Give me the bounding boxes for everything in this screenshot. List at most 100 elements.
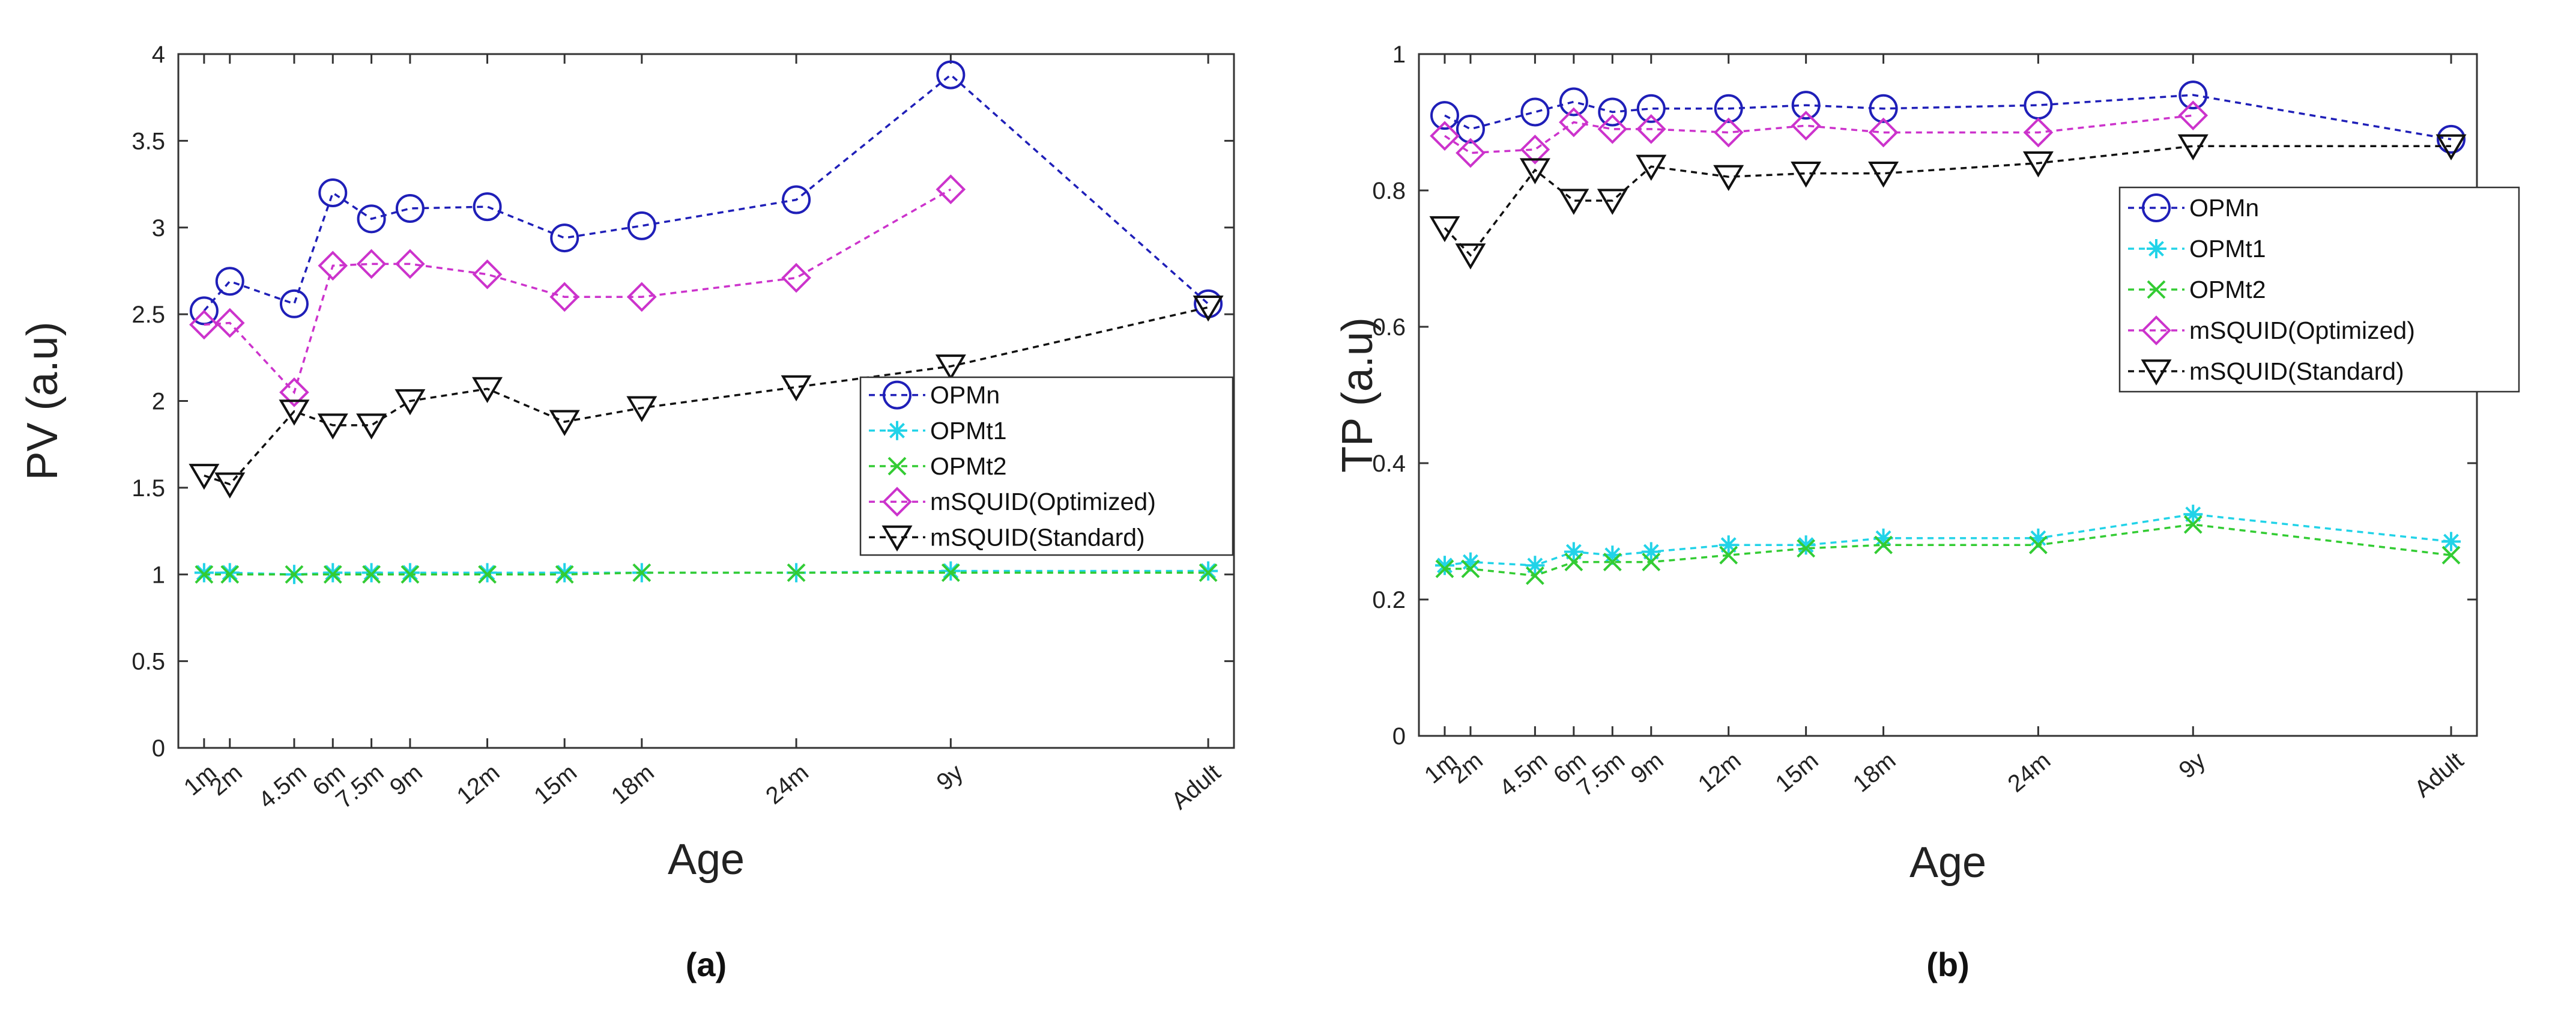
y-tick-label: 2.5 [132, 302, 165, 328]
data-point [362, 565, 381, 584]
legend-label: mSQUID(Standard) [930, 523, 1145, 551]
series-line [204, 571, 1209, 575]
x-tick-label: 24m [2003, 747, 2055, 798]
series-line [204, 188, 952, 395]
data-point [1874, 535, 1893, 554]
series-msquid-optimized- [189, 174, 966, 407]
data-point [2441, 545, 2461, 565]
data-point [627, 211, 656, 240]
series-msquid-optimized- [1430, 100, 2209, 168]
data-point [1461, 559, 1480, 578]
x-tick-label: 9y [932, 759, 969, 796]
legend: OPMn OPMt1 OPMt2 mSQUID(Optimized) mSQUID(St… [2118, 186, 2520, 393]
y-tick-label: 1 [1392, 41, 1406, 68]
panel-label: (b) [1926, 946, 1970, 983]
data-point [1603, 553, 1622, 571]
series-msquid-standard- [1429, 134, 2467, 270]
data-point [1873, 528, 1893, 548]
x-axis-label: Age [1909, 839, 1986, 887]
data-point [549, 410, 580, 436]
data-point [285, 565, 304, 584]
plot-area [1418, 53, 2478, 737]
data-point [2028, 528, 2048, 548]
legend-marker [887, 457, 907, 476]
legend: OPMn OPMt1 OPMt2 mSQUID(Optimized) mSQUID(St… [859, 376, 1234, 556]
data-point [1719, 535, 1738, 555]
y-tick-label: 1 [152, 562, 165, 588]
data-point [1719, 545, 1738, 565]
data-point [279, 399, 310, 426]
y-tick-label: 0.8 [1372, 178, 1406, 204]
data-point [1430, 101, 1459, 130]
data-point [1564, 553, 1583, 571]
legend-marker [883, 380, 912, 410]
data-point [395, 193, 425, 223]
data-point [1636, 154, 1667, 181]
data-point [1713, 117, 1744, 148]
data-point [2022, 151, 2054, 178]
data-point [1869, 94, 1898, 123]
data-point [632, 563, 652, 582]
data-point [941, 563, 960, 582]
y-tick-label: 0 [1392, 723, 1406, 750]
data-point [1868, 162, 1899, 188]
legend-marker [2147, 239, 2166, 258]
data-point [472, 259, 503, 290]
data-point [1519, 158, 1550, 184]
x-tick-label: 9y [2174, 747, 2211, 784]
data-point [357, 204, 386, 234]
series-line [1444, 94, 2452, 141]
y-tick-label: 4 [152, 41, 165, 68]
data-point [1456, 138, 1486, 168]
data-point [1597, 114, 1628, 144]
data-point [1520, 135, 1550, 165]
legend-marker [887, 420, 907, 440]
legend-label: OPMt1 [930, 417, 1007, 445]
data-point [477, 563, 497, 583]
legend-box [859, 376, 1234, 556]
data-point [935, 354, 966, 381]
data-point [318, 250, 348, 281]
legend-marker [2141, 315, 2171, 345]
data-point [2178, 80, 2208, 110]
data-point [2183, 515, 2203, 534]
data-point [220, 563, 240, 583]
data-point [1525, 556, 1545, 575]
y-axis-label: PV (a.u) [19, 321, 67, 480]
series-opmt2 [1435, 515, 2461, 585]
series-opmn [1430, 80, 2466, 154]
y-tick-label: 0.6 [1372, 314, 1406, 341]
data-point [189, 309, 219, 340]
data-point [194, 563, 214, 583]
data-point [1791, 91, 1821, 120]
data-point [1456, 114, 1485, 144]
x-tick-label: 12m [452, 759, 505, 810]
data-point [1525, 566, 1544, 585]
data-point [1641, 542, 1661, 562]
legend-label: mSQUID(Optimized) [930, 488, 1156, 515]
data-point [395, 389, 426, 416]
x-tick-label: 9m [385, 759, 428, 801]
data-point [1559, 87, 1588, 117]
data-point [1199, 561, 1218, 581]
data-point [1460, 552, 1480, 572]
x-tick-label: 4.5m [1495, 747, 1552, 802]
data-point [400, 563, 420, 583]
data-point [2183, 505, 2203, 524]
data-point [356, 413, 387, 440]
data-point [787, 563, 806, 582]
data-point [1796, 535, 1816, 555]
legend-label: OPMt1 [2189, 235, 2266, 263]
x-tick-label: 15m [529, 759, 582, 810]
data-point [318, 178, 348, 207]
legend-label: OPMn [2189, 194, 2259, 222]
y-tick-label: 0.4 [1372, 451, 1406, 477]
data-point [323, 565, 342, 584]
data-point [555, 563, 575, 583]
data-point [782, 185, 811, 214]
y-tick-label: 2 [152, 389, 165, 415]
data-point [1713, 165, 1744, 192]
legend-label: OPMn [930, 381, 1000, 409]
data-point [478, 565, 497, 584]
